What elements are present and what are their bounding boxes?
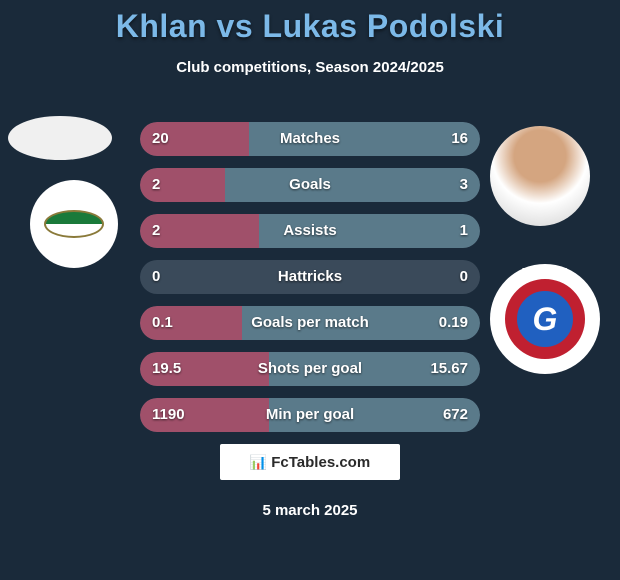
stat-value-left: 19.5	[152, 352, 181, 386]
date-label: 5 march 2025	[0, 502, 620, 519]
club-badge-letter: G	[505, 279, 585, 359]
stat-value-left: 2	[152, 168, 160, 202]
club-badge-shape	[44, 210, 104, 238]
stat-row: Hattricks0 0	[140, 260, 480, 294]
stat-row: Min per goal1190 672	[140, 398, 480, 432]
stat-value-right: 3	[460, 168, 468, 202]
stat-row: Shots per goal19.5 15.67	[140, 352, 480, 386]
watermark-text: FcTables.com	[271, 454, 370, 471]
comparison-card: Khlan vs Lukas Podolski Club competition…	[0, 0, 620, 580]
stat-label: Shots per goal	[140, 352, 480, 386]
stat-label: Min per goal	[140, 398, 480, 432]
club-city-label: ZABRZE	[522, 267, 569, 278]
chart-icon: 📊	[250, 454, 267, 471]
stat-label: Goals per match	[140, 306, 480, 340]
stat-value-left: 0	[152, 260, 160, 294]
page-subtitle: Club competitions, Season 2024/2025	[0, 59, 620, 76]
stat-row: Matches20 16	[140, 122, 480, 156]
stat-value-right: 16	[451, 122, 468, 156]
watermark: 📊 FcTables.com	[220, 444, 400, 480]
stat-label: Hattricks	[140, 260, 480, 294]
stat-row: Assists2 1	[140, 214, 480, 248]
stat-label: Goals	[140, 168, 480, 202]
stat-row: Goals per match0.1 0.19	[140, 306, 480, 340]
stat-value-left: 2	[152, 214, 160, 248]
stat-value-left: 1190	[152, 398, 185, 432]
stat-value-right: 1	[460, 214, 468, 248]
stats-list: Matches2016Goals23Assists21Hattricks00Go…	[140, 122, 480, 444]
player-right-club-badge: ZABRZE G	[490, 264, 600, 374]
stat-value-right: 0	[460, 260, 468, 294]
stat-value-right: 0.19	[439, 306, 468, 340]
stat-value-right: 15.67	[430, 352, 468, 386]
stat-value-left: 0.1	[152, 306, 173, 340]
stat-label: Matches	[140, 122, 480, 156]
page-title: Khlan vs Lukas Podolski	[0, 0, 620, 45]
player-right-photo	[490, 126, 590, 226]
stat-value-right: 672	[443, 398, 468, 432]
stat-label: Assists	[140, 214, 480, 248]
stat-value-left: 20	[152, 122, 169, 156]
player-left-photo	[8, 116, 112, 160]
stat-row: Goals2 3	[140, 168, 480, 202]
player-left-club-badge	[30, 180, 118, 268]
